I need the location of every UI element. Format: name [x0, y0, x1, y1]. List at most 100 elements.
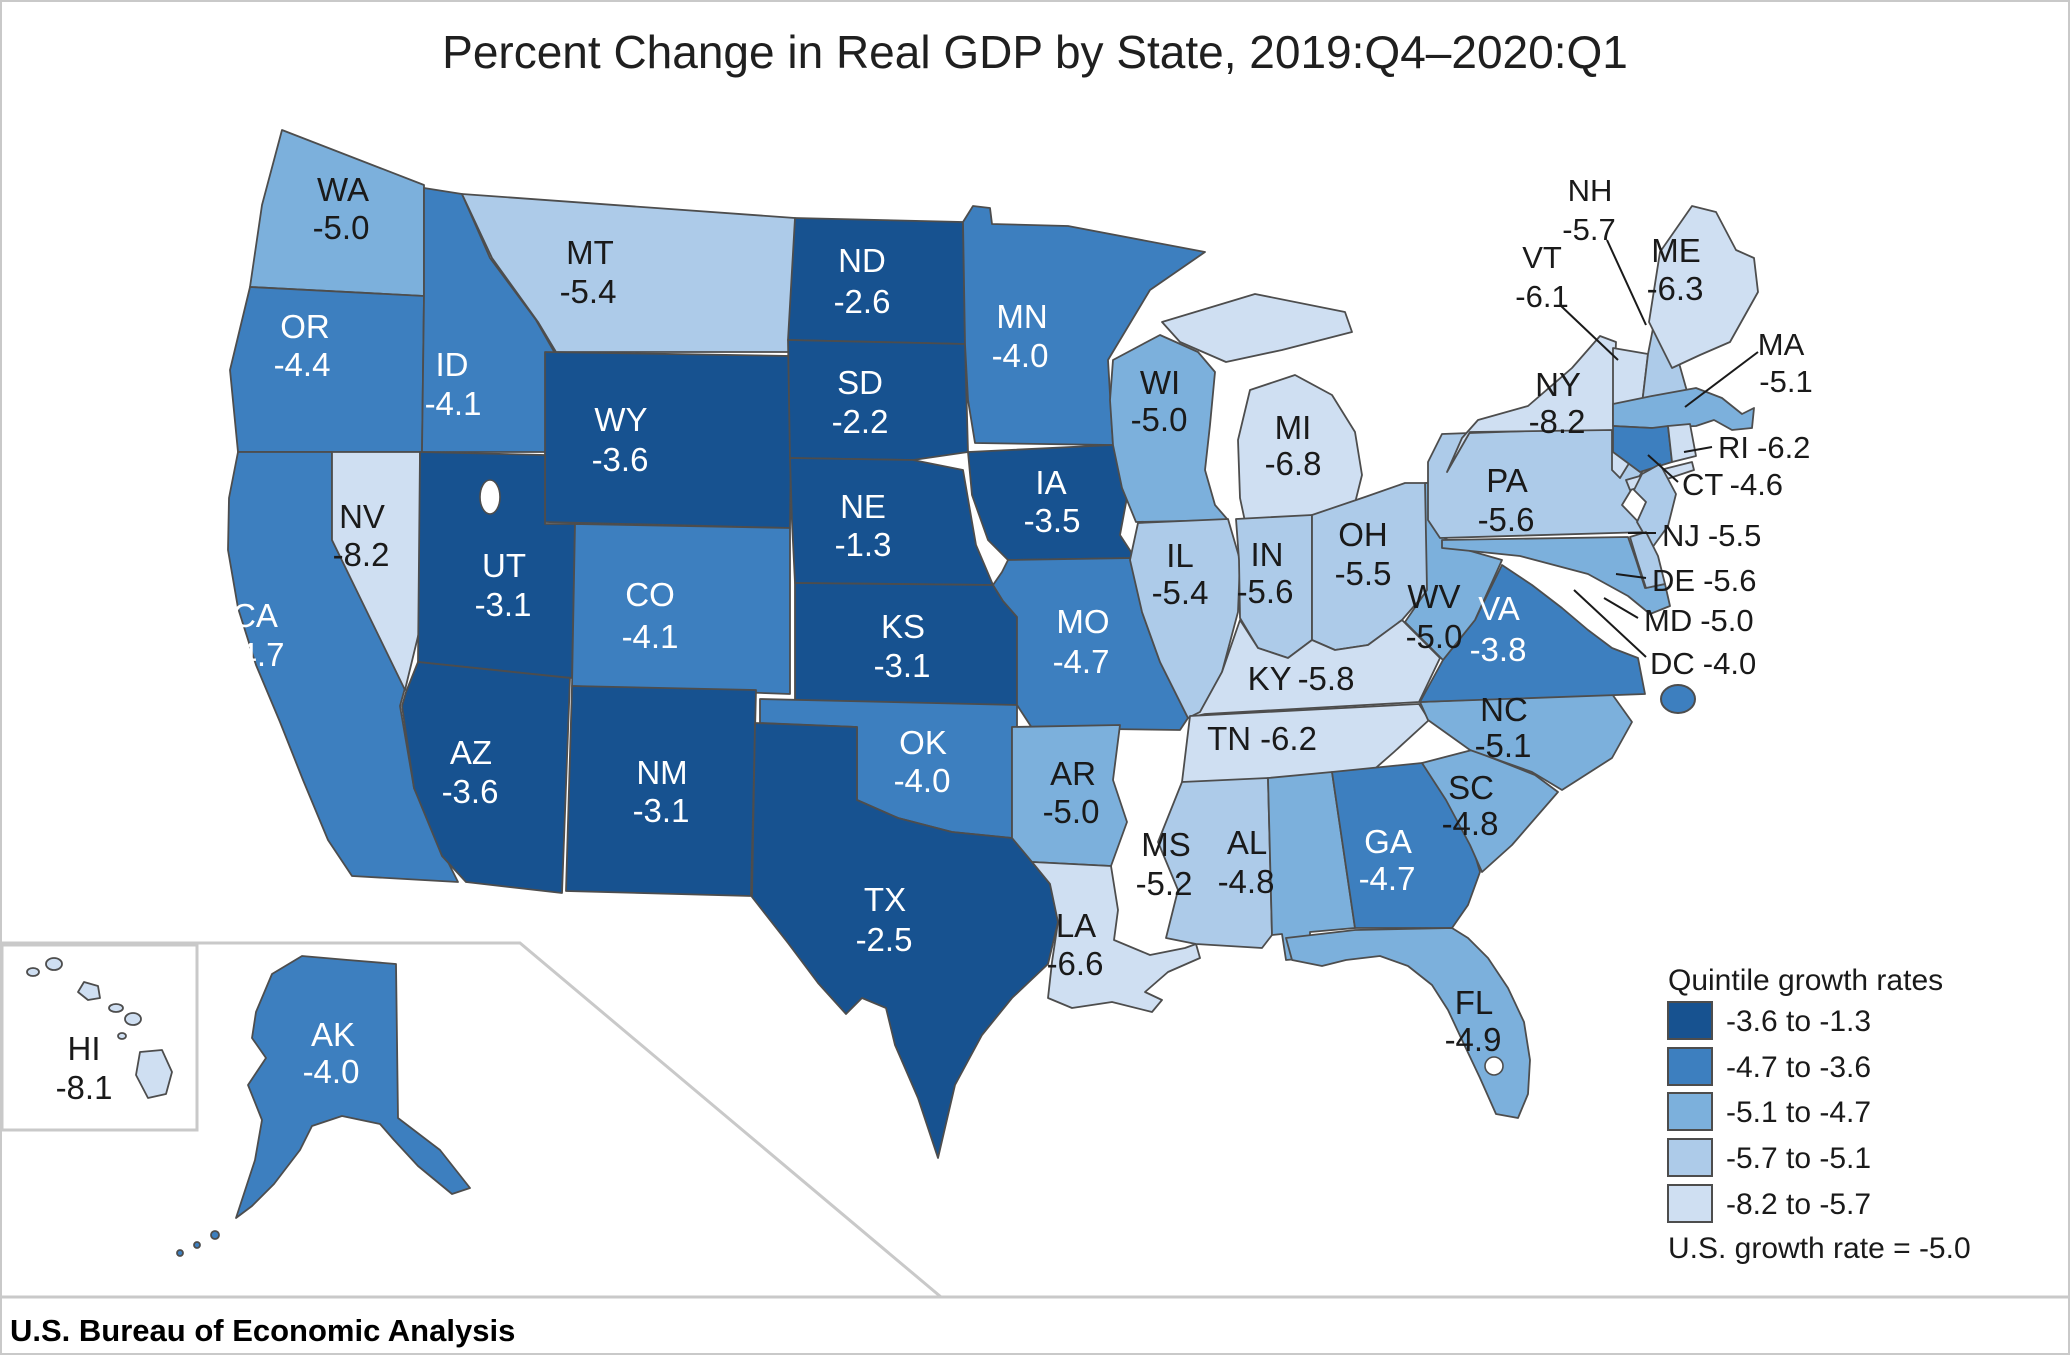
- legend-label-4: -5.7 to -5.1: [1726, 1142, 1871, 1175]
- leader-lines: [1559, 239, 1759, 658]
- legend-label-3: -5.1 to -4.7: [1726, 1096, 1871, 1129]
- state-label-il: IL -5.4: [1152, 537, 1209, 611]
- state-label-ok: OK -4.0: [894, 724, 951, 799]
- state-shape-ne: [789, 457, 994, 586]
- legend-note-us-growth-rate: U.S. growth rate = -5.0: [1668, 1232, 1971, 1265]
- state-label-or: OR -4.4: [274, 308, 331, 383]
- state-shape-hi-niihau: [26, 967, 40, 977]
- state-label-in: IN -5.6: [1237, 536, 1294, 610]
- state-shape-ak-aleutian-1: [210, 1230, 220, 1240]
- state-label-nv: NV -8.2: [333, 498, 390, 573]
- state-label-ut: UT -3.1: [475, 547, 532, 623]
- state-label-az: AZ -3.6: [442, 734, 499, 810]
- state-label-ak: AK -4.0: [303, 1016, 360, 1090]
- callout-label-nh: NH -5.7: [1562, 173, 1615, 247]
- state-shape-wi: [1109, 334, 1229, 523]
- callout-label-ri: RI -6.2: [1718, 430, 1810, 465]
- state-label-nd: ND -2.6: [834, 242, 891, 320]
- state-shape-az: [401, 661, 571, 894]
- legend-swatch-3: [1667, 1092, 1713, 1131]
- state-shape-ak-aleutian-3: [176, 1249, 184, 1257]
- state-shape-hi-oahu: [77, 981, 101, 1001]
- page-title: Percent Change in Real GDP by State, 201…: [442, 26, 1628, 78]
- callout-label-vt: VT -6.1: [1515, 240, 1568, 314]
- legend-label-2: -4.7 to -3.6: [1726, 1051, 1871, 1084]
- state-label-al: AL -4.8: [1218, 824, 1275, 900]
- leader-line-md: [1603, 597, 1639, 619]
- legend-label-5: -8.2 to -5.7: [1726, 1188, 1871, 1221]
- state-label-ne: NE -1.3: [835, 488, 892, 563]
- state-shape-ar: [1011, 724, 1128, 867]
- legend-swatch-4: [1667, 1138, 1713, 1177]
- callout-label-md: MD -5.0: [1644, 603, 1754, 638]
- state-label-sc: SC -4.8: [1442, 769, 1499, 842]
- state-label-nc: NC -5.1: [1475, 691, 1532, 764]
- state-label-mi: MI -6.8: [1265, 409, 1322, 482]
- state-label-hi: HI -8.1: [56, 1030, 113, 1106]
- state-label-ar: AR -5.0: [1043, 755, 1100, 830]
- state-label-wa: WA -5.0: [313, 171, 370, 246]
- state-label-ky: KY -5.8: [1248, 660, 1355, 697]
- state-shape-la: [1031, 861, 1201, 1013]
- state-shape-hi-maui: [124, 1012, 142, 1026]
- state-shape-hi-bigisland: [135, 1049, 173, 1099]
- legend: Quintile growth rates -3.6 to -1.3 -4.7 …: [1667, 964, 1971, 1265]
- state-label-ny: NY -8.2: [1529, 366, 1586, 440]
- state-shape-hi-kahoolawe: [117, 1032, 127, 1040]
- state-label-oh: OH -5.5: [1335, 516, 1392, 592]
- state-shape-tx: [751, 722, 1059, 1159]
- leader-line-ct: [1647, 454, 1679, 483]
- state-shape-mi-upper: [1161, 293, 1353, 363]
- leader-line-vt: [1559, 304, 1619, 361]
- state-label-co: CO -4.1: [622, 576, 679, 655]
- source-attribution: U.S. Bureau of Economic Analysis: [10, 1313, 515, 1348]
- lake-okeechobee: [1484, 1056, 1504, 1076]
- state-shape-ak: [235, 955, 471, 1219]
- legend-label-1: -3.6 to -1.3: [1726, 1005, 1871, 1038]
- state-shape-hi-kauai: [45, 957, 63, 971]
- state-shape-ri: [1667, 423, 1697, 463]
- states-layer: [26, 129, 1759, 1257]
- state-label-ga: GA -4.7: [1359, 823, 1416, 897]
- callout-labels: NH -5.7 VT -6.1 MA -5.1 RI -6.2 CT -4.6 NJ -5.…: [1515, 173, 1812, 681]
- state-shape-wy: [544, 351, 793, 529]
- leader-line-de: [1615, 573, 1647, 579]
- state-label-me: ME -6.3: [1647, 232, 1704, 307]
- callout-label-ct: CT -4.6: [1682, 467, 1783, 502]
- alaska-inset-line: [2, 941, 942, 1299]
- legend-swatch-2: [1667, 1047, 1713, 1086]
- state-label-ca: CA -4.7: [228, 597, 285, 673]
- state-label-wv: WV -5.0: [1406, 578, 1463, 655]
- state-label-fl: FL -4.9: [1445, 984, 1502, 1058]
- state-shape-nd: [787, 217, 966, 345]
- state-shape-co: [571, 523, 791, 695]
- legend-swatch-5: [1667, 1184, 1713, 1223]
- state-label-la: LA -6.6: [1047, 907, 1104, 982]
- state-shape-nm: [565, 685, 757, 897]
- leader-line-nh: [1606, 239, 1647, 326]
- state-label-id: ID -4.1: [425, 346, 482, 422]
- state-label-mn: MN -4.0: [992, 298, 1049, 374]
- leader-line-ri: [1683, 446, 1713, 453]
- state-shape-hi-molokai: [108, 1003, 124, 1013]
- state-label-ia: IA -3.5: [1024, 464, 1081, 539]
- great-salt-lake: [479, 479, 501, 515]
- state-shape-nv: [331, 451, 421, 691]
- callout-label-dc: DC -4.0: [1650, 646, 1756, 681]
- state-shape-nc: [1419, 693, 1633, 791]
- state-label-wy: WY -3.6: [592, 401, 649, 478]
- legend-title: Quintile growth rates: [1668, 964, 1943, 997]
- inset-boundaries: [0, 941, 2068, 1299]
- state-label-va: VA -3.8: [1470, 590, 1527, 668]
- state-shape-fl: [1285, 927, 1531, 1119]
- state-label-nm: NM -3.1: [633, 754, 690, 829]
- state-shape-va: [1419, 564, 1646, 703]
- legend-swatch-1: [1667, 1001, 1713, 1040]
- state-labels: WA -5.0 OR -4.4 ID -4.1 MT -5.4 WY -3.6 NV -8.…: [56, 171, 1704, 1106]
- state-label-wi: WI -5.0: [1131, 364, 1188, 438]
- state-shape-mn: [962, 205, 1206, 446]
- hawaii-inset-box: [0, 943, 199, 1132]
